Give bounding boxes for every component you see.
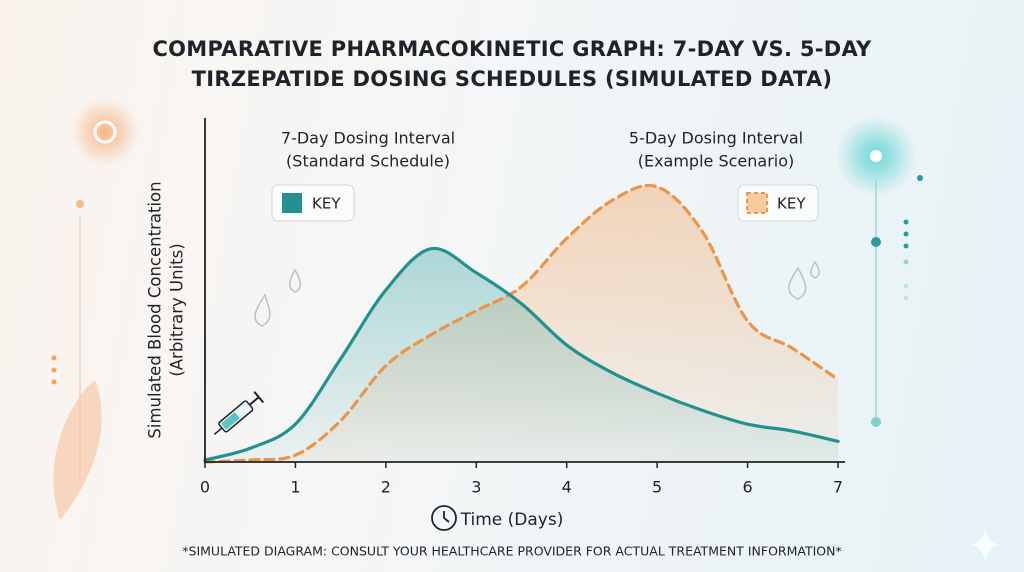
decoration — [51, 98, 1000, 562]
y-axis-label-line: (Arbitrary Units) — [168, 243, 187, 376]
legend-label: KEY — [312, 195, 341, 213]
x-tick-label: 2 — [381, 478, 391, 497]
y-axis-label: Simulated Blood Concentration (Arbitrary… — [146, 181, 187, 438]
series-label: 7-Day Dosing Interval — [281, 129, 455, 148]
area-fill — [205, 248, 838, 462]
series-line — [203, 183, 840, 464]
legend-label: KEY — [777, 195, 806, 213]
legend-swatch — [282, 193, 302, 213]
x-axis-label: Time (Days) — [460, 510, 564, 530]
x-tick-label: 5 — [652, 478, 662, 497]
series-sublabel: (Example Scenario) — [638, 152, 795, 171]
y-axis-label-line: Simulated Blood Concentration — [146, 181, 165, 438]
footnote: *SIMULATED DIAGRAM: CONSULT YOUR HEALTHC… — [182, 544, 841, 559]
series-line — [203, 246, 840, 462]
x-tick-label: 0 — [200, 478, 210, 497]
series-label: 5-Day Dosing Interval — [629, 129, 803, 148]
x-tick-label: 6 — [742, 478, 752, 497]
plot-area — [203, 183, 840, 464]
x-tick-label: 3 — [471, 478, 481, 497]
x-tick-label: 7 — [833, 478, 843, 497]
series-sublabel: (Standard Schedule) — [286, 152, 450, 171]
x-tick-label: 1 — [290, 478, 300, 497]
legend-swatch — [746, 192, 768, 214]
legend-key: KEY — [737, 184, 819, 222]
legend-key: KEY — [271, 184, 355, 222]
x-tick-label: 4 — [562, 478, 572, 497]
chart-title: Comparative Pharmacokinetic Graph: 7-Day… — [152, 37, 872, 91]
